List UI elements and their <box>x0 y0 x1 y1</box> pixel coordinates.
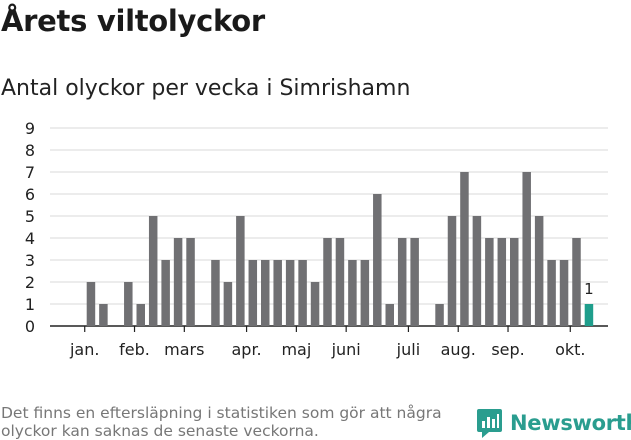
bar-week-41[interactable] <box>572 238 581 326</box>
page-title: Årets viltolyckor <box>1 4 265 38</box>
bar-week-30[interactable] <box>435 304 444 326</box>
value-label-week-42: 1 <box>584 280 594 298</box>
bar-week-9[interactable] <box>173 238 183 326</box>
x-axis-ticks: jan. feb. mars apr. maj juni juli aug. sep. okt. <box>69 326 585 359</box>
bar-week-33[interactable] <box>472 216 482 326</box>
bar-week-42[interactable] <box>584 304 594 326</box>
bar-week-37[interactable] <box>522 172 531 326</box>
bar-week-35[interactable] <box>497 238 507 326</box>
bar-week-20[interactable] <box>310 282 320 326</box>
y-tick-label-7: 7 <box>25 163 35 182</box>
bar-week-15[interactable] <box>248 260 258 326</box>
annotations: 1 <box>584 280 594 298</box>
y-tick-label-1: 1 <box>25 295 35 314</box>
bar-week-14[interactable] <box>236 216 245 326</box>
y-tick-label-9: 9 <box>25 119 35 138</box>
y-tick-label-2: 2 <box>25 273 35 292</box>
bar-week-26[interactable] <box>385 304 395 326</box>
bar-week-22[interactable] <box>335 238 345 326</box>
bar-week-31[interactable] <box>447 216 457 326</box>
x-tick-label-apr.: apr. <box>231 340 261 359</box>
x-tick-label-maj: maj <box>281 340 311 359</box>
y-tick-label-5: 5 <box>25 207 35 226</box>
bar-week-7[interactable] <box>148 216 158 326</box>
bar-week-10[interactable] <box>186 238 195 326</box>
y-tick-label-0: 0 <box>25 317 35 336</box>
brand-name: Newsworthy <box>510 411 631 435</box>
bar-week-28[interactable] <box>410 238 419 326</box>
newsworthy-brand[interactable]: Newsworthy <box>476 406 631 440</box>
bars <box>86 172 594 326</box>
bar-week-6[interactable] <box>136 304 146 326</box>
bar-week-3[interactable] <box>99 304 108 326</box>
x-tick-label-sep.: sep. <box>491 340 524 359</box>
chart-subtitle: Antal olyckor per vecka i Simrishamn <box>1 76 411 101</box>
y-axis-ticks: 0 1 2 3 4 5 6 7 8 9 <box>25 119 35 336</box>
y-tick-label-4: 4 <box>25 229 35 248</box>
bar-week-25[interactable] <box>373 194 382 326</box>
bar-week-40[interactable] <box>559 260 569 326</box>
x-tick-label-okt.: okt. <box>555 340 585 359</box>
y-tick-label-3: 3 <box>25 251 35 270</box>
x-tick-label-feb.: feb. <box>119 340 150 359</box>
bar-week-17[interactable] <box>273 260 282 326</box>
bar-week-24[interactable] <box>360 260 370 326</box>
x-tick-label-juli: juli <box>396 340 420 359</box>
bar-week-2[interactable] <box>86 282 96 326</box>
bar-week-36[interactable] <box>510 238 519 326</box>
bar-week-18[interactable] <box>285 260 295 326</box>
y-tick-label-8: 8 <box>25 141 35 160</box>
bar-week-39[interactable] <box>547 260 556 326</box>
bar-week-32[interactable] <box>460 172 469 326</box>
weekly-accidents-bar-chart: 0 1 2 3 4 5 6 7 8 9 1 jan. feb. mars apr. maj juni juli… <box>25 119 608 359</box>
bar-week-13[interactable] <box>223 282 233 326</box>
bar-week-27[interactable] <box>397 238 407 326</box>
bar-week-12[interactable] <box>211 260 220 326</box>
y-tick-label-6: 6 <box>25 185 35 204</box>
newsworthy-logo-icon <box>477 408 502 438</box>
bar-week-5[interactable] <box>124 282 133 326</box>
x-tick-label-mars: mars <box>164 340 204 359</box>
x-tick-label-jan.: jan. <box>69 340 99 359</box>
bar-week-16[interactable] <box>261 260 270 326</box>
bar-week-19[interactable] <box>298 260 307 326</box>
x-tick-label-juni: juni <box>331 340 361 359</box>
bar-week-38[interactable] <box>534 216 544 326</box>
x-tick-label-aug.: aug. <box>441 340 476 359</box>
bar-week-34[interactable] <box>485 238 494 326</box>
bar-week-8[interactable] <box>161 260 170 326</box>
bar-week-21[interactable] <box>323 238 332 326</box>
bar-week-23[interactable] <box>348 260 357 326</box>
footnote: Det finns en eftersläpning i statistiken… <box>1 404 442 440</box>
